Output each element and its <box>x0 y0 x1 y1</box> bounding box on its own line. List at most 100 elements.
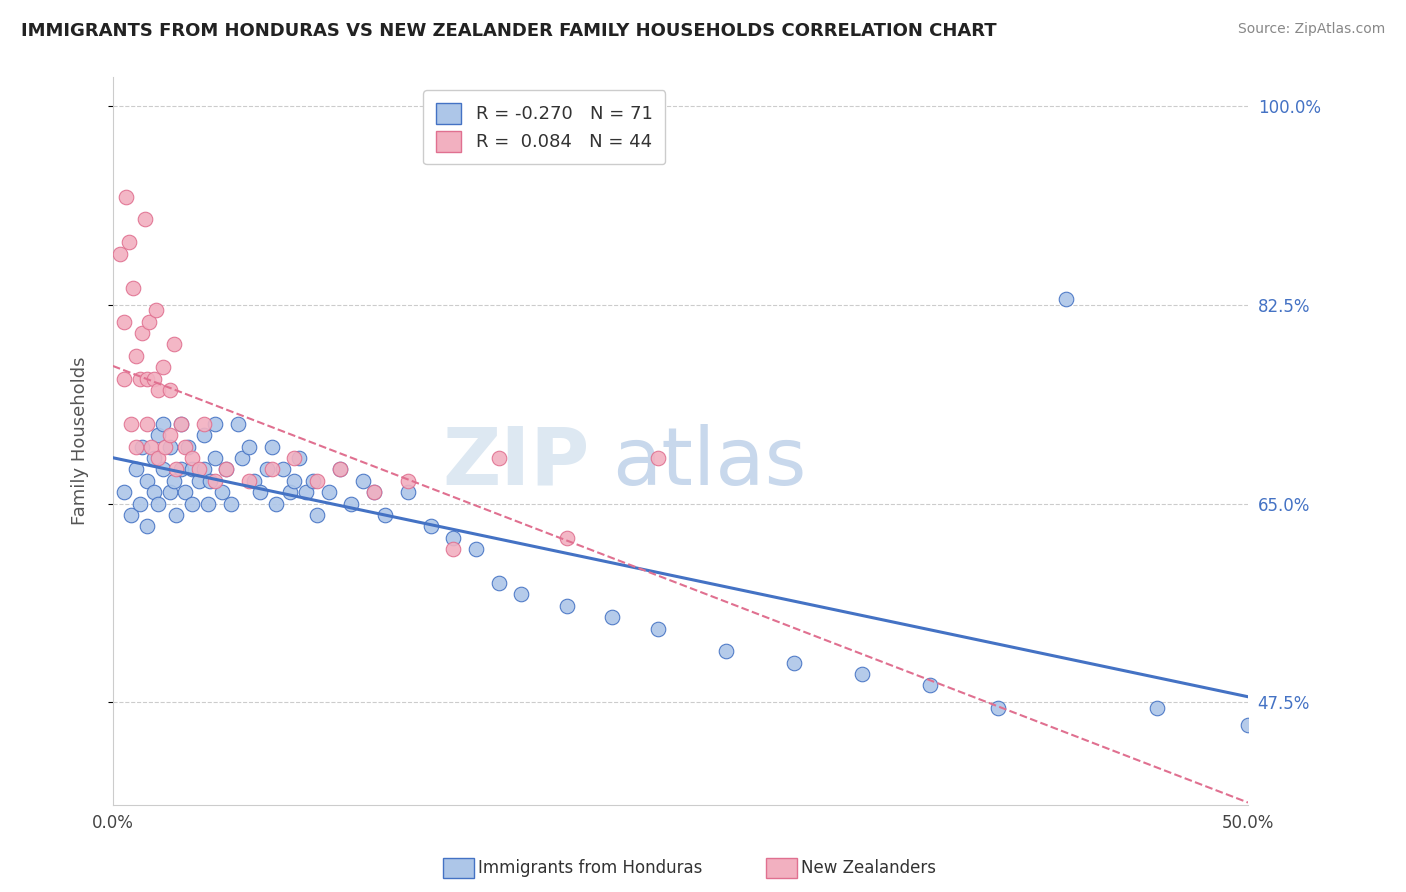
Point <box>112 485 135 500</box>
Point <box>135 474 157 488</box>
Point <box>288 451 311 466</box>
Point <box>142 371 165 385</box>
Point <box>204 451 226 466</box>
Y-axis label: Family Households: Family Households <box>72 357 89 525</box>
Point <box>987 701 1010 715</box>
Text: Source: ZipAtlas.com: Source: ZipAtlas.com <box>1237 22 1385 37</box>
Point <box>283 474 305 488</box>
Point <box>231 451 253 466</box>
Point <box>204 474 226 488</box>
Point <box>152 417 174 431</box>
Point <box>419 519 441 533</box>
Point <box>256 462 278 476</box>
Point <box>215 462 238 476</box>
Text: atlas: atlas <box>612 424 807 502</box>
Point <box>193 462 215 476</box>
Point <box>163 337 186 351</box>
Point <box>124 349 146 363</box>
Point <box>238 474 260 488</box>
Point <box>318 485 340 500</box>
Point <box>238 440 260 454</box>
Point <box>301 474 323 488</box>
Point <box>188 474 211 488</box>
Point <box>600 610 623 624</box>
Point <box>226 417 249 431</box>
Point <box>177 440 200 454</box>
Point <box>510 587 533 601</box>
Point <box>555 599 578 613</box>
Point <box>159 440 181 454</box>
Point <box>204 417 226 431</box>
Point <box>115 190 138 204</box>
Point <box>260 440 283 454</box>
Point <box>129 371 152 385</box>
Point <box>159 428 181 442</box>
Point <box>120 508 142 522</box>
Point <box>122 280 145 294</box>
Point <box>124 462 146 476</box>
Point <box>152 360 174 375</box>
Point <box>200 474 222 488</box>
Point <box>329 462 352 476</box>
Point <box>134 212 156 227</box>
Point <box>278 485 301 500</box>
Text: Immigrants from Honduras: Immigrants from Honduras <box>478 859 703 877</box>
Point <box>1054 292 1077 306</box>
Point <box>181 451 204 466</box>
Point <box>363 485 385 500</box>
Point <box>159 485 181 500</box>
Point <box>266 497 288 511</box>
Point <box>131 326 153 340</box>
Point <box>193 428 215 442</box>
Point <box>340 497 363 511</box>
Point <box>920 678 942 692</box>
Point <box>396 474 419 488</box>
Point <box>170 417 193 431</box>
Point <box>249 485 271 500</box>
Point <box>170 417 193 431</box>
Point <box>363 485 385 500</box>
Point <box>138 315 160 329</box>
Point <box>242 474 264 488</box>
Point <box>441 531 464 545</box>
Point <box>120 417 142 431</box>
Point <box>352 474 374 488</box>
Point <box>307 508 329 522</box>
Point <box>488 451 510 466</box>
Point <box>148 428 170 442</box>
Text: ZIP: ZIP <box>443 424 589 502</box>
Point <box>131 440 153 454</box>
Point <box>295 485 318 500</box>
Point <box>112 371 135 385</box>
Point <box>307 474 329 488</box>
Point <box>329 462 352 476</box>
Point <box>271 462 294 476</box>
Point <box>647 622 669 636</box>
Point <box>396 485 419 500</box>
Point <box>142 485 165 500</box>
Point <box>188 462 211 476</box>
Point <box>159 383 181 397</box>
Point <box>148 451 170 466</box>
Point <box>283 451 305 466</box>
Point <box>783 656 806 670</box>
Point <box>108 246 131 260</box>
Point <box>181 497 204 511</box>
Point <box>215 462 238 476</box>
Legend: R = -0.270   N = 71, R =  0.084   N = 44: R = -0.270 N = 71, R = 0.084 N = 44 <box>423 90 665 164</box>
Point <box>163 474 186 488</box>
Point <box>142 451 165 466</box>
Point <box>153 440 176 454</box>
Point <box>181 462 204 476</box>
Point <box>141 440 163 454</box>
Point <box>1237 718 1260 732</box>
Point <box>112 315 135 329</box>
Point <box>714 644 737 658</box>
Text: IMMIGRANTS FROM HONDURAS VS NEW ZEALANDER FAMILY HOUSEHOLDS CORRELATION CHART: IMMIGRANTS FROM HONDURAS VS NEW ZEALANDE… <box>21 22 997 40</box>
Point <box>148 383 170 397</box>
Point <box>260 462 283 476</box>
Text: New Zealanders: New Zealanders <box>801 859 936 877</box>
Point <box>124 440 146 454</box>
Point <box>135 371 157 385</box>
Point <box>148 497 170 511</box>
